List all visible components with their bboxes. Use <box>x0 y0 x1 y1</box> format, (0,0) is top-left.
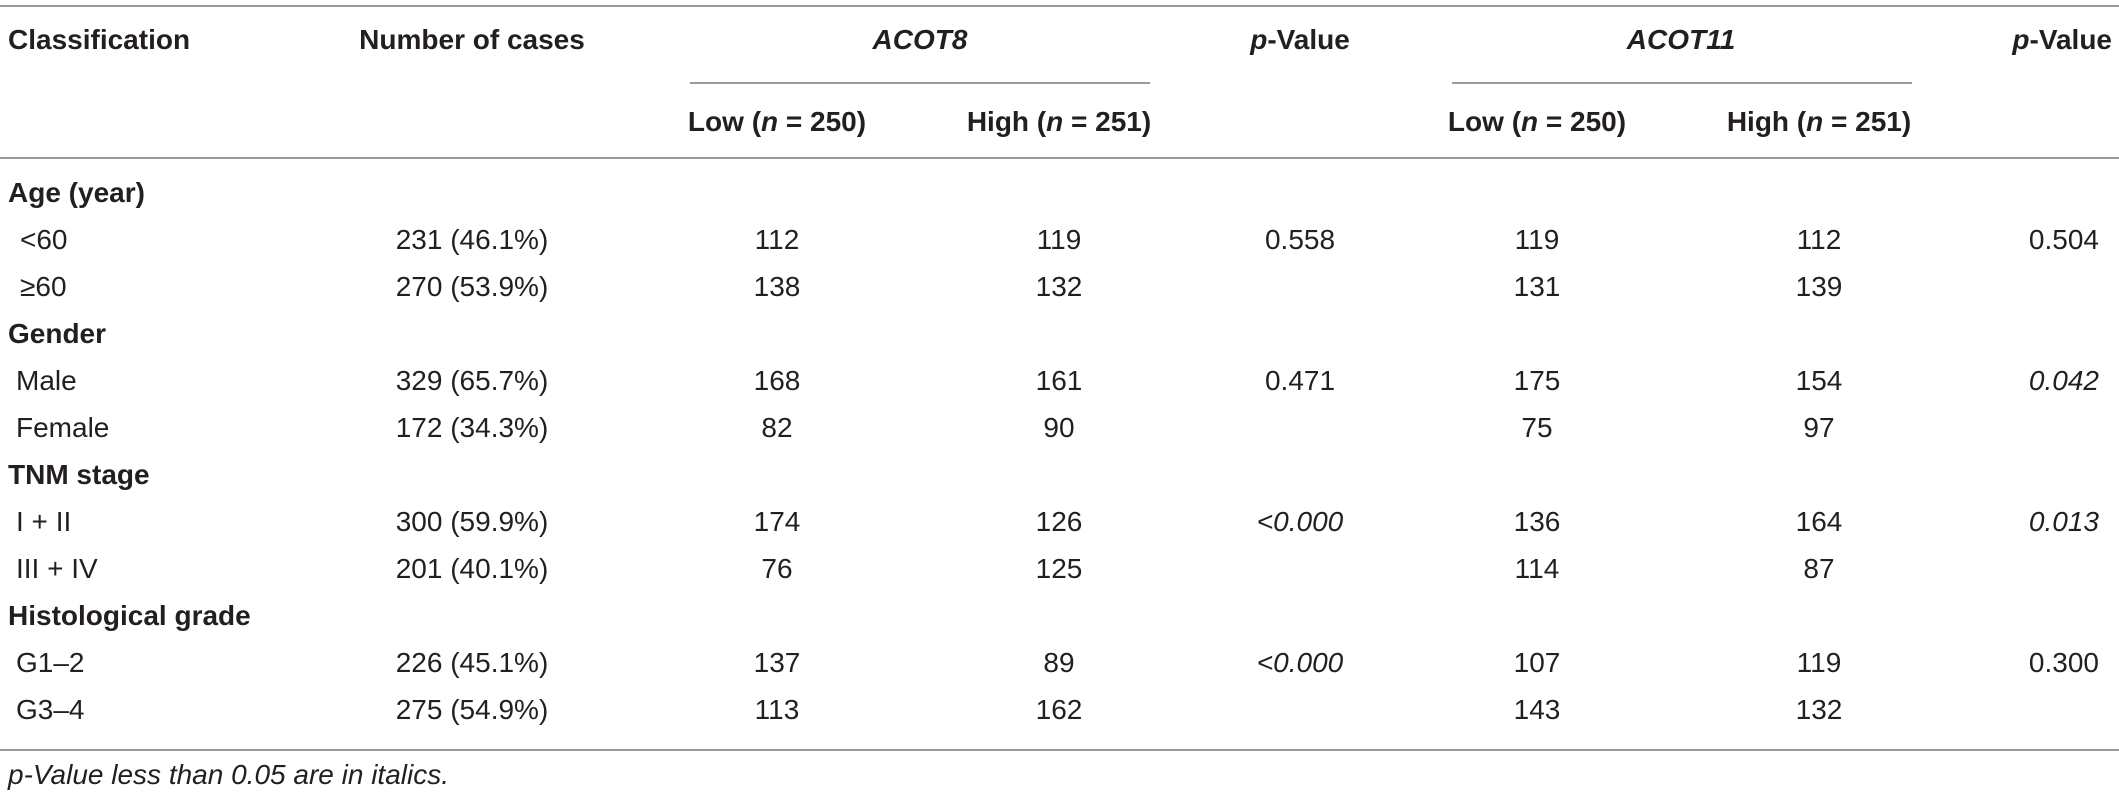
cell-cases: 270 (53.9%) <box>395 271 549 302</box>
group-label-histological-grade: Histological grade <box>8 600 251 631</box>
acot11-span-rule <box>1452 82 1912 84</box>
cell-acot8-low: 112 <box>754 224 800 255</box>
group-label-gender: Gender <box>8 318 107 349</box>
cell-acot8-low: 76 <box>761 553 793 584</box>
row-label: <60 <box>20 224 68 255</box>
cell-acot8-high: 119 <box>1036 224 1082 255</box>
cell-acot8-high: 90 <box>1043 412 1075 443</box>
row-label: Female <box>16 412 110 443</box>
cell-acot11-high: 164 <box>1795 506 1843 537</box>
cell-acot8-high: 126 <box>1035 506 1083 537</box>
cell-acot11-low: 75 <box>1521 412 1553 443</box>
cell-cases: 226 (45.1%) <box>395 647 549 678</box>
cell-acot11-high: 119 <box>1796 647 1842 678</box>
cell-acot11-low: 114 <box>1514 553 1560 584</box>
table-footnote: p-Value less than 0.05 are in italics. <box>8 759 449 790</box>
header-acot8: ACOT8 <box>872 24 968 55</box>
header-acot11-low: Low (n = 250) <box>1447 106 1627 137</box>
header-acot11-high: High (n = 251) <box>1726 106 1912 137</box>
cell-acot11-high: 154 <box>1795 365 1843 396</box>
group-label-age: Age (year) <box>8 177 145 208</box>
header-acot8-low: Low (n = 250) <box>687 106 867 137</box>
row-label: Male <box>16 365 77 396</box>
cell-acot11-high: 87 <box>1803 553 1835 584</box>
cell-cases: 300 (59.9%) <box>395 506 549 537</box>
cell-acot8-p: <0.000 <box>1256 506 1344 537</box>
cell-acot11-high: 112 <box>1796 224 1842 255</box>
header-acot11: ACOT11 <box>1626 24 1736 55</box>
cell-acot8-high: 89 <box>1043 647 1075 678</box>
row-label: I + II <box>16 506 72 537</box>
cell-acot11-low: 175 <box>1513 365 1561 396</box>
group-label-tnm-stage: TNM stage <box>8 459 150 490</box>
table-header-rule <box>0 157 2119 159</box>
header-classification: Classification <box>8 24 191 55</box>
cell-cases: 231 (46.1%) <box>395 224 549 255</box>
acot8-span-rule <box>690 82 1150 84</box>
header-acot11-p-value: p-Value <box>2012 24 2112 55</box>
cell-acot8-low: 82 <box>761 412 793 443</box>
cell-acot11-p: 0.504 <box>2028 224 2099 255</box>
cell-acot11-p: 0.042 <box>2028 365 2099 396</box>
cell-acot11-high: 139 <box>1795 271 1843 302</box>
cell-cases: 172 (34.3%) <box>395 412 549 443</box>
cell-acot8-low: 113 <box>754 694 800 725</box>
row-label: G1–2 <box>16 647 85 678</box>
table-bottom-rule <box>0 749 2119 751</box>
cell-acot11-high: 97 <box>1803 412 1835 443</box>
cell-cases: 329 (65.7%) <box>395 365 549 396</box>
cell-cases: 201 (40.1%) <box>395 553 549 584</box>
cell-acot8-high: 132 <box>1035 271 1083 302</box>
cell-acot8-low: 138 <box>753 271 801 302</box>
cell-acot11-low: 136 <box>1513 506 1561 537</box>
cell-acot11-low: 143 <box>1513 694 1561 725</box>
cell-acot11-p: 0.013 <box>2028 506 2099 537</box>
cell-acot11-p: 0.300 <box>2028 647 2099 678</box>
cell-acot11-low: 107 <box>1513 647 1561 678</box>
header-acot8-p-value: p-Value <box>1250 24 1350 55</box>
cell-acot8-high: 161 <box>1035 365 1083 396</box>
cell-acot8-p: 0.558 <box>1264 224 1336 255</box>
cell-acot8-high: 162 <box>1035 694 1083 725</box>
cell-acot11-low: 119 <box>1514 224 1560 255</box>
row-label: G3–4 <box>16 694 85 725</box>
cell-acot8-high: 125 <box>1035 553 1083 584</box>
cell-acot8-low: 168 <box>753 365 801 396</box>
cell-acot8-p: 0.471 <box>1264 365 1336 396</box>
cell-acot11-low: 131 <box>1513 271 1561 302</box>
header-number-of-cases: Number of cases <box>359 24 585 55</box>
cell-acot8-low: 137 <box>753 647 801 678</box>
cell-acot8-p: <0.000 <box>1256 647 1344 678</box>
cell-acot8-low: 174 <box>753 506 801 537</box>
cell-cases: 275 (54.9%) <box>395 694 549 725</box>
table-top-rule <box>0 5 2119 7</box>
header-acot8-high: High (n = 251) <box>966 106 1152 137</box>
cell-acot11-high: 132 <box>1795 694 1843 725</box>
row-label: III + IV <box>16 553 98 584</box>
row-label: ≥60 <box>20 271 67 302</box>
